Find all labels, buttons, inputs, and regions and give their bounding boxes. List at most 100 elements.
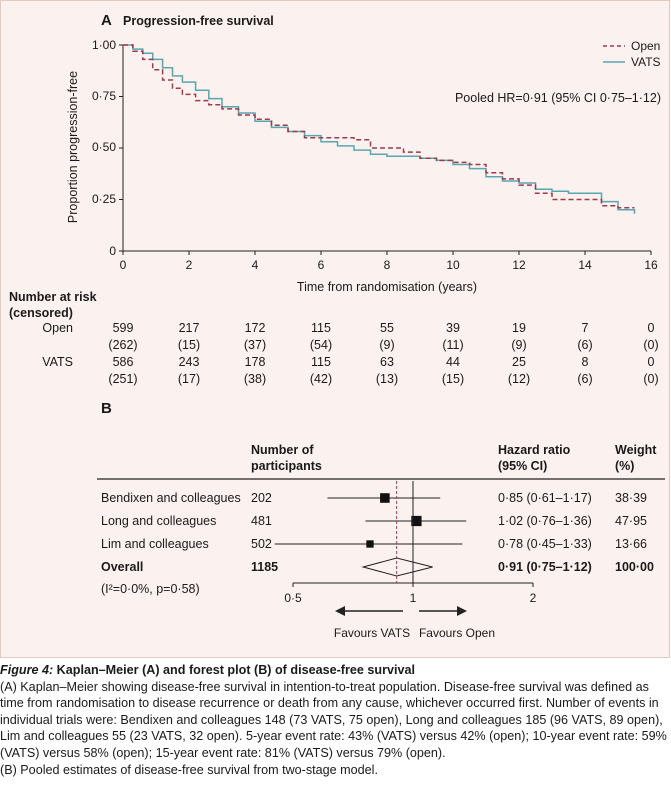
panel-b-label: B — [101, 400, 112, 417]
overall-weight: 100·00 — [615, 560, 654, 574]
risk-censored: (0) — [643, 372, 658, 386]
study-weight: 38·39 — [615, 491, 647, 505]
risk-count: 217 — [179, 321, 200, 335]
risk-count: 172 — [245, 321, 266, 335]
km-y-tick-label: 1·00 — [92, 38, 116, 52]
risk-count: 25 — [512, 355, 526, 369]
risk-count: 39 — [446, 321, 460, 335]
risk-censored: (12) — [508, 372, 530, 386]
favours-open-arrowhead — [457, 606, 467, 616]
figure-canvas: A Progression-free survival Proportion p… — [9, 12, 665, 640]
study-hazard-ratio: 0·78 (0·45–1·33) — [498, 537, 592, 551]
caption-body: (A) Kaplan–Meier showing disease-free su… — [0, 679, 667, 760]
risk-count: 44 — [446, 355, 460, 369]
caption-body-b: (B) Pooled estimates of disease-free sur… — [0, 762, 378, 777]
participants-header-2: participants — [251, 459, 322, 473]
km-x-axis-label: Time from randomisation (years) — [297, 280, 477, 294]
risk-count: 19 — [512, 321, 526, 335]
risk-count: 586 — [113, 355, 134, 369]
panel-a-label: A — [101, 12, 112, 29]
risk-censored: (11) — [442, 338, 463, 352]
km-x-tick-label: 12 — [512, 258, 526, 272]
risk-count: 599 — [113, 321, 134, 335]
risk-censored: (42) — [310, 372, 332, 386]
km-x-tick-label: 16 — [644, 258, 658, 272]
risk-censored: (251) — [108, 372, 137, 386]
risk-count: 8 — [582, 355, 589, 369]
hr-header-2: (95% CI) — [498, 459, 547, 473]
km-x-tick-label: 4 — [252, 258, 259, 272]
km-y-tick-label: 0·50 — [92, 140, 116, 154]
km-tick-marks — [119, 44, 652, 255]
caption-label: Figure 4: — [0, 663, 54, 677]
km-y-tick-label: 0·25 — [92, 192, 116, 206]
risk-table-subheader: (censored) — [9, 306, 73, 320]
study-point-estimate — [366, 540, 374, 548]
pooled-hr-annotation: Pooled HR=0·91 (95% CI 0·75–1·12) — [455, 91, 661, 105]
study-participants: 481 — [251, 514, 272, 528]
study-point-estimate — [380, 493, 390, 503]
risk-count: 178 — [245, 355, 266, 369]
participants-header-1: Number of — [251, 443, 314, 457]
km-x-tick-label: 8 — [384, 258, 391, 272]
risk-table: Open 599 217 172 115 55 39 19 7 0 (262) (15) (37) (54… — [42, 321, 658, 386]
study-weight: 47·95 — [615, 514, 647, 528]
km-series-open — [123, 44, 635, 209]
study-name: Lim and colleagues — [101, 537, 209, 551]
km-x-tick-label: 6 — [318, 258, 325, 272]
hr-header-1: Hazard ratio — [498, 443, 571, 457]
risk-censored: (37) — [244, 338, 266, 352]
forest-x-ticks: 0·5 1 2 — [284, 583, 537, 605]
heterogeneity-stat: (I²=0·0%, p=0·58) — [101, 582, 200, 596]
km-x-ticks: 0 2 4 6 8 10 12 14 16 — [120, 258, 658, 272]
risk-count: 115 — [311, 355, 331, 369]
km-x-tick-label: 0 — [120, 258, 127, 272]
risk-count: 243 — [179, 355, 200, 369]
forest-plot: Bendixen and colleagues 202 0·85 (0·61–1·1… — [101, 491, 654, 596]
figure-panel: A Progression-free survival Proportion p… — [0, 0, 670, 658]
risk-censored: (38) — [244, 372, 266, 386]
risk-count: 0 — [648, 355, 655, 369]
figure-caption: Figure 4: Kaplan–Meier (A) and forest pl… — [0, 662, 671, 778]
study-name: Bendixen and colleagues — [101, 491, 241, 505]
study-participants: 202 — [251, 491, 272, 505]
overall-hazard-ratio: 0·91 (0·75–1·12) — [498, 560, 592, 574]
overall-participants: 1185 — [251, 560, 278, 574]
risk-censored: (17) — [178, 372, 200, 386]
risk-count: 63 — [380, 355, 394, 369]
study-hazard-ratio: 0·85 (0·61–1·17) — [498, 491, 592, 505]
study-name: Long and colleagues — [101, 514, 216, 528]
caption-title: Kaplan–Meier (A) and forest plot (B) of … — [53, 663, 415, 677]
legend-vats-label: VATS — [631, 55, 661, 69]
weight-header-2: (%) — [615, 459, 634, 473]
risk-censored: (262) — [108, 338, 137, 352]
km-series-vats — [123, 44, 636, 214]
risk-count: 55 — [380, 321, 394, 335]
risk-censored: (9) — [511, 338, 526, 352]
risk-table-header: Number at risk — [9, 290, 97, 304]
risk-censored: (0) — [643, 338, 658, 352]
risk-censored: (15) — [442, 372, 464, 386]
risk-count: 7 — [582, 321, 589, 335]
forest-tick-label: 0·5 — [284, 591, 302, 605]
forest-tick-label: 2 — [530, 591, 537, 605]
weight-header-1: Weight — [615, 443, 657, 457]
study-weight: 13·66 — [615, 537, 647, 551]
risk-row-label: VATS — [42, 355, 73, 369]
risk-censored: (9) — [379, 338, 394, 352]
study-hazard-ratio: 1·02 (0·76–1·36) — [498, 514, 592, 528]
risk-censored: (13) — [376, 372, 398, 386]
risk-count: 115 — [311, 321, 331, 335]
study-point-estimate — [411, 515, 422, 527]
risk-count: 0 — [648, 321, 655, 335]
risk-censored: (6) — [577, 372, 592, 386]
study-participants: 502 — [251, 537, 272, 551]
risk-row-label: Open — [42, 321, 73, 335]
favours-vats-arrowhead — [335, 606, 345, 616]
km-x-tick-label: 10 — [446, 258, 460, 272]
km-x-tick-label: 14 — [578, 258, 592, 272]
km-y-axis-label: Proportion progression-free — [66, 71, 80, 223]
risk-censored: (6) — [577, 338, 592, 352]
km-x-tick-label: 2 — [186, 258, 193, 272]
favours-open-label: Favours Open — [419, 626, 495, 640]
